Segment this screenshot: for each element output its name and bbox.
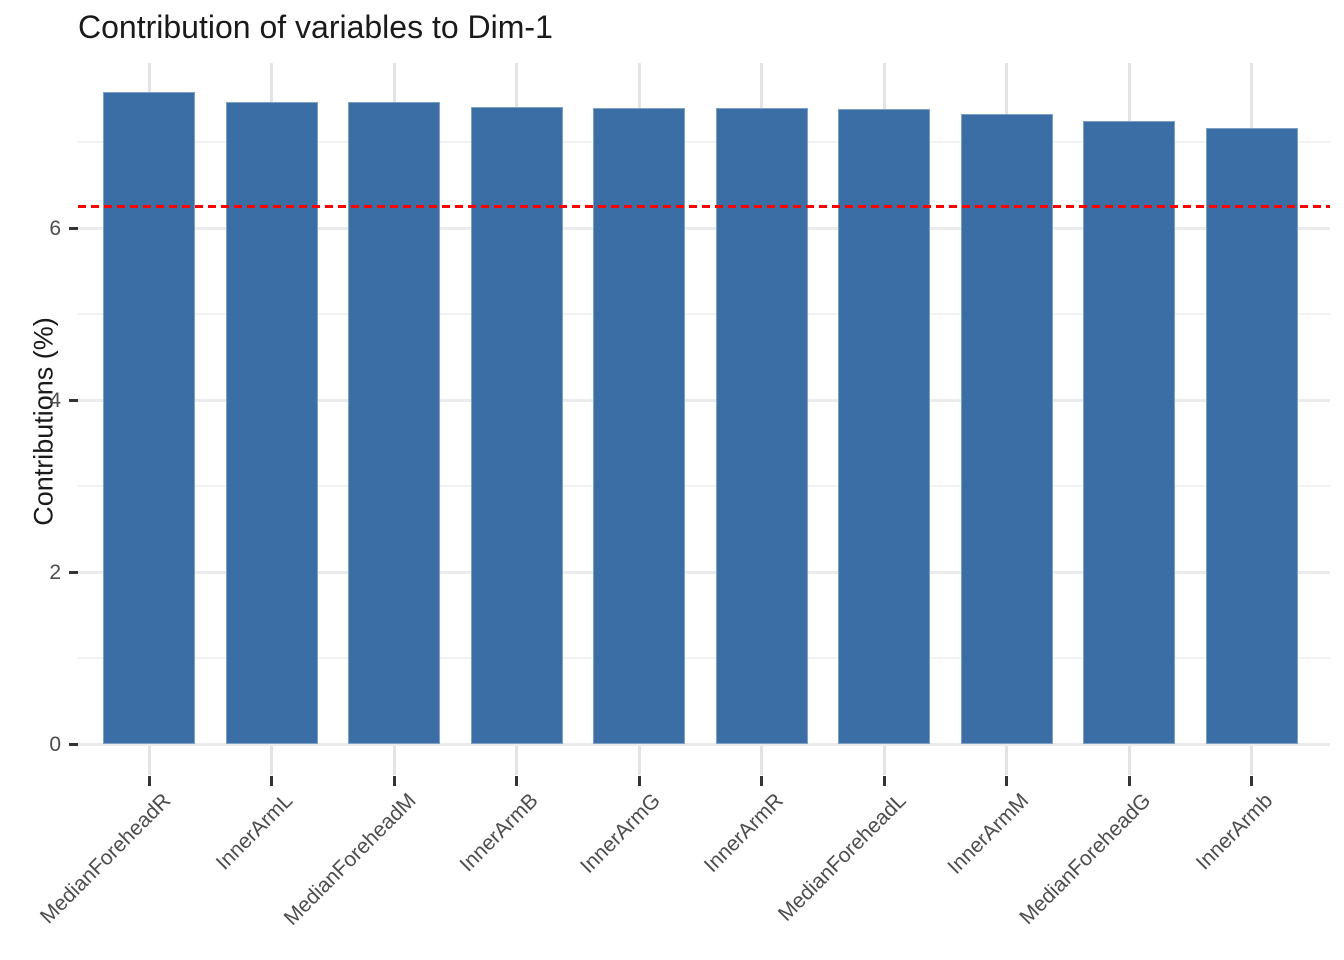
- bar-MedianForeheadM: [348, 102, 440, 744]
- x-tick: [515, 776, 518, 786]
- major-gridline: [78, 226, 1330, 230]
- minor-gridline: [78, 485, 1330, 487]
- x-tick-label: InnerArmM: [943, 789, 1033, 879]
- chart-title: Contribution of variables to Dim-1: [78, 9, 553, 45]
- y-axis-title: Contributions (%): [28, 317, 59, 526]
- bar-InnerArmG: [593, 107, 685, 744]
- x-tick-label: MedianForeheadL: [773, 789, 911, 926]
- y-tick: [69, 570, 78, 574]
- major-gridline: [78, 742, 1330, 746]
- x-tick: [1127, 776, 1131, 786]
- x-tick-label: MedianForeheadR: [36, 789, 176, 929]
- x-tick-label: InnerArmb: [1192, 789, 1278, 875]
- y-tick: [69, 226, 78, 230]
- x-tick: [1250, 776, 1253, 786]
- x-tick: [147, 776, 151, 786]
- x-tick-label: MedianForeheadG: [1015, 789, 1156, 930]
- x-tick-label: InnerArmG: [576, 789, 666, 878]
- y-tick-label: 2: [49, 560, 61, 584]
- x-tick: [760, 776, 763, 786]
- y-tick: [69, 398, 78, 402]
- x-tick-label: InnerArmR: [699, 789, 788, 878]
- bar-InnerArmL: [225, 101, 318, 744]
- x-tick: [270, 776, 273, 786]
- bar-MedianForeheadG: [1083, 121, 1175, 744]
- bar-InnerArmb: [1205, 128, 1298, 744]
- bar-MedianForeheadL: [838, 109, 930, 744]
- minor-gridline: [78, 141, 1330, 143]
- bar-InnerArmB: [470, 106, 563, 744]
- bar-InnerArmR: [715, 108, 808, 744]
- bar-InnerArmM: [960, 113, 1053, 744]
- major-gridline: [78, 398, 1330, 402]
- reference-line: [78, 205, 1330, 208]
- x-tick-label: InnerArmL: [212, 789, 298, 875]
- plot-panel: [78, 63, 1330, 775]
- x-tick: [1005, 776, 1008, 786]
- x-tick-label: MedianForeheadM: [279, 789, 421, 930]
- x-tick: [392, 776, 396, 786]
- minor-gridline: [78, 657, 1330, 659]
- y-tick-label: 6: [49, 216, 61, 240]
- x-tick-label: InnerArmB: [455, 789, 543, 877]
- y-tick-label: 0: [49, 732, 61, 756]
- minor-gridline: [78, 313, 1330, 315]
- y-tick-label: 4: [49, 388, 61, 412]
- major-gridline: [78, 570, 1330, 574]
- x-tick: [637, 776, 641, 786]
- bar-MedianForeheadR: [103, 92, 195, 744]
- x-tick: [882, 776, 886, 786]
- y-tick: [69, 742, 78, 746]
